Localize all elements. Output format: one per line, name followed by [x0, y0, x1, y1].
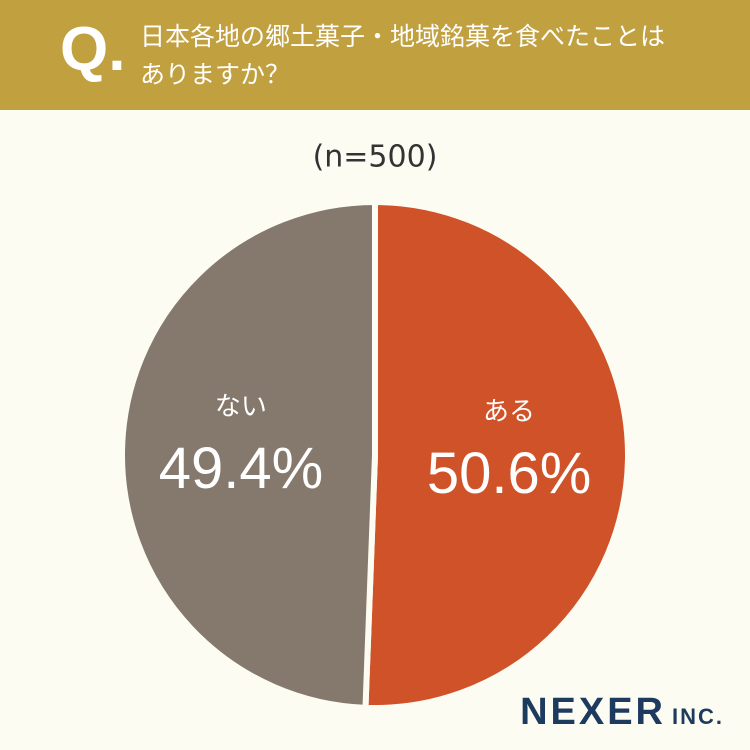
header-bar: Q. 日本各地の郷土菓子・地域銘菓を食べたことはありますか？ [0, 0, 750, 110]
slice-category: ある [483, 397, 535, 427]
pie-slice [119, 199, 378, 711]
logo-suffix: INC. [672, 704, 724, 729]
slice-value-label: 49.4% [159, 436, 323, 501]
chart-subtitle: (n=500) [313, 140, 438, 175]
slice-value-label: 50.6% [427, 441, 591, 506]
pie-slice [362, 199, 631, 711]
logo: NEXER INC. [520, 691, 724, 734]
question-mark: Q. [60, 15, 126, 84]
logo-name: NEXER [520, 691, 666, 733]
slice-category: ない [215, 392, 267, 422]
question-text: 日本各地の郷土菓子・地域銘菓を食べたことはありますか？ [140, 22, 666, 89]
